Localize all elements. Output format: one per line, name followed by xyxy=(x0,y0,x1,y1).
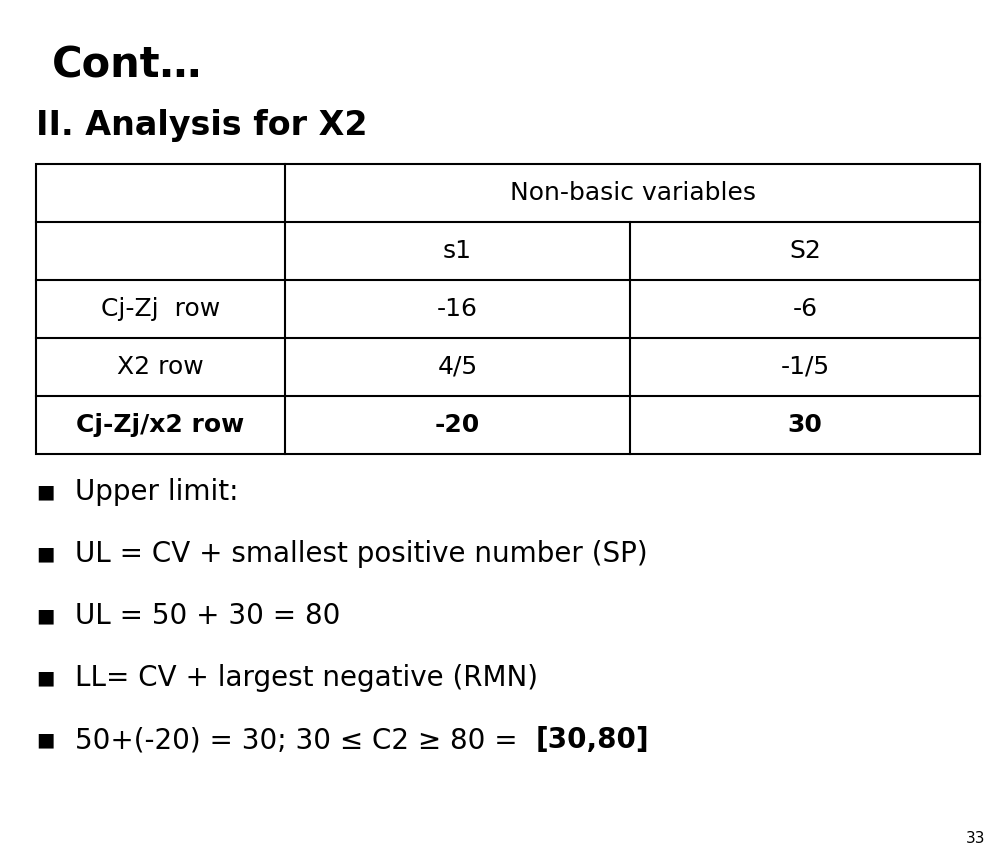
Text: Cj-Zj/x2 row: Cj-Zj/x2 row xyxy=(77,413,245,437)
Text: ■: ■ xyxy=(36,730,54,749)
Text: -6: -6 xyxy=(792,297,817,321)
Text: [30,80]: [30,80] xyxy=(535,726,649,754)
Text: UL = CV + smallest positive number (SP): UL = CV + smallest positive number (SP) xyxy=(75,540,647,568)
Text: ■: ■ xyxy=(36,544,54,563)
Text: -1/5: -1/5 xyxy=(780,355,830,379)
Text: ■: ■ xyxy=(36,607,54,626)
Text: 4/5: 4/5 xyxy=(437,355,478,379)
Text: Cont…: Cont… xyxy=(52,44,203,86)
Text: LL= CV + largest negative (RMN): LL= CV + largest negative (RMN) xyxy=(75,664,538,692)
Text: ■: ■ xyxy=(36,669,54,688)
Text: s1: s1 xyxy=(443,239,472,263)
Text: X2 row: X2 row xyxy=(117,355,204,379)
Text: UL = 50 + 30 = 80: UL = 50 + 30 = 80 xyxy=(75,602,341,630)
Text: Cj-Zj  row: Cj-Zj row xyxy=(101,297,220,321)
Text: Non-basic variables: Non-basic variables xyxy=(509,181,756,205)
Text: ■: ■ xyxy=(36,482,54,501)
Text: -20: -20 xyxy=(434,413,480,437)
Text: -16: -16 xyxy=(437,297,478,321)
Text: II. Analysis for X2: II. Analysis for X2 xyxy=(36,109,368,142)
Text: 30: 30 xyxy=(787,413,823,437)
Text: 50+(-20) = 30; 30 ≤ C2 ≥ 80 =: 50+(-20) = 30; 30 ≤ C2 ≥ 80 = xyxy=(75,726,535,754)
Bar xyxy=(36,164,980,454)
Text: S2: S2 xyxy=(789,239,821,263)
Text: Upper limit:: Upper limit: xyxy=(75,478,239,506)
Text: 33: 33 xyxy=(966,831,985,846)
